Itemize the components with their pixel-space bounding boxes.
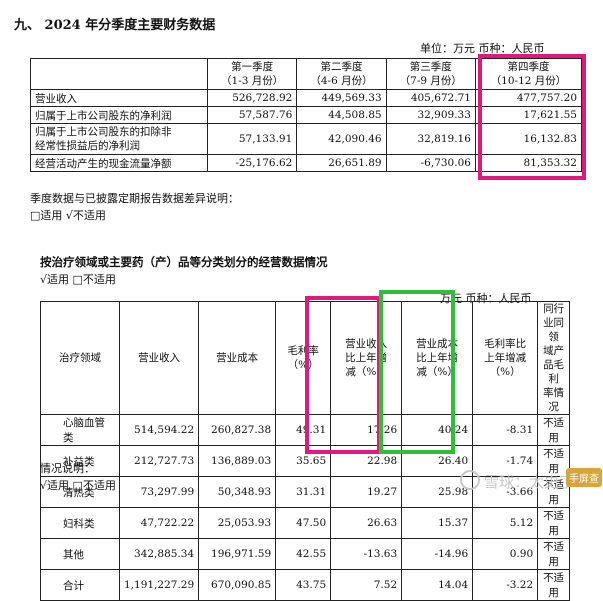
quarterly-header-q2: 第二季度 （4-6 月份） <box>296 58 387 90</box>
cell: 14.04 <box>401 569 474 601</box>
cell: 73,297.99 <box>118 476 200 508</box>
segment-header: 毛利率 （%） <box>275 301 332 415</box>
row-label: 其他 <box>40 538 120 570</box>
situation-options: √适用 □不适用 <box>40 479 116 492</box>
cell: 7.52 <box>330 569 403 601</box>
quarterly-header-q1: 第一季度 （1-3 月份） <box>206 58 298 90</box>
cell: 15.37 <box>401 507 474 539</box>
cell: 47.50 <box>275 507 332 539</box>
cell: -13.63 <box>330 538 403 570</box>
row-label: 经营活动产生的现金流量净额 <box>30 154 208 172</box>
segment-title: 按治疗领域或主要药（产）品等分类划分的经营数据情况 <box>40 255 328 269</box>
cell: -6,730.06 <box>385 154 476 172</box>
cell: 136,889.03 <box>198 445 277 477</box>
q4-highlight-box <box>478 54 586 180</box>
row-label: 营业收入 <box>30 89 208 107</box>
cell: 212,727.73 <box>118 445 200 477</box>
cell: 40.24 <box>401 414 474 446</box>
cell: 26.63 <box>330 507 403 539</box>
cell: 5.12 <box>472 507 539 539</box>
segment-header: 营业成本 <box>198 301 277 415</box>
cell: 42.55 <box>275 538 332 570</box>
cell: 16,132.83 <box>474 123 583 155</box>
cell: 81,353.32 <box>474 154 583 172</box>
quarterly-header-q3: 第三季度 （7-9 月份） <box>385 58 476 90</box>
cell: 43.75 <box>275 569 332 601</box>
row-label: 心脑血管类 <box>40 414 120 446</box>
row-label: 补益类 <box>40 445 120 477</box>
situation-note: 情况说明： <box>40 462 95 475</box>
cell: 不适用 <box>537 414 570 446</box>
cell: 42,090.46 <box>296 123 387 155</box>
cell: -3.22 <box>472 569 539 601</box>
cell: 26,651.89 <box>296 154 387 172</box>
cell: 0.90 <box>472 538 539 570</box>
diff-options: □适用 √不适用 <box>30 209 106 222</box>
cell: 19.27 <box>330 476 403 508</box>
unit-line: 单位：万元 币种：人民币 <box>420 42 545 55</box>
segment-header-row: 治疗领域 营业收入 营业成本 毛利率 （%） 营业收入 比上年增 减（%） 营业… <box>40 301 570 415</box>
cell: 57,133.91 <box>206 123 298 155</box>
segment-options: √适用 □不适用 <box>40 273 116 286</box>
table-row: 其他 342,885.34 196,971.59 42.55 -13.63 -1… <box>40 538 570 570</box>
segment-header: 同行业同领 域产品毛利 率情况 <box>537 301 570 415</box>
cell: 514,594.22 <box>118 414 200 446</box>
quarterly-header-blank <box>30 58 208 90</box>
row-label: 归属于上市公司股东的扣除非 经常性损益后的净利润 <box>30 123 208 155</box>
cell: 47,722.22 <box>118 507 200 539</box>
table-row: 营业收入 526,728.92 449,569.33 405,672.71 47… <box>30 89 583 107</box>
table-row: 妇科类 47,722.22 25,053.93 47.50 26.63 15.3… <box>40 507 570 539</box>
quarterly-table: 第一季度 （1-3 月份） 第二季度 （4-6 月份） 第三季度 （7-9 月份… <box>30 58 583 172</box>
cell: -8.31 <box>472 414 539 446</box>
row-label: 妇科类 <box>40 507 120 539</box>
watermark: 雪球：太史丁 <box>460 470 574 492</box>
stamp-badge: 手屏查 <box>566 468 602 487</box>
table-row: 归属于上市公司股东的净利润 57,587.76 44,508.85 32,909… <box>30 106 583 124</box>
quarterly-header-q4: 第四季度 （10-12 月份） <box>474 58 583 90</box>
watermark-text: 雪球：太史丁 <box>484 473 575 491</box>
cell: 196,971.59 <box>198 538 277 570</box>
cell: 不适用 <box>537 538 570 570</box>
cell: 32,909.33 <box>385 106 476 124</box>
segment-header: 营业收入 比上年增 减（%） <box>330 301 403 415</box>
cell: 50,348.93 <box>198 476 277 508</box>
cell: 449,569.33 <box>296 89 387 107</box>
revenue-change-highlight-box <box>305 296 381 454</box>
cell: 31.31 <box>275 476 332 508</box>
cell: 1,191,227.29 <box>118 569 200 601</box>
cell: 405,672.71 <box>385 89 476 107</box>
cell: -25,176.62 <box>206 154 298 172</box>
cost-change-highlight-box <box>379 290 455 454</box>
cell: 526,728.92 <box>206 89 298 107</box>
cell: 342,885.34 <box>118 538 200 570</box>
cell: 260,827.38 <box>198 414 277 446</box>
row-label: 合计 <box>40 569 120 601</box>
table-row: 经营活动产生的现金流量净额 -25,176.62 26,651.89 -6,73… <box>30 154 583 172</box>
cell: 477,757.20 <box>474 89 583 107</box>
table-row: 合计 1,191,227.29 670,090.85 43.75 7.52 14… <box>40 569 570 601</box>
cell: 32,819.16 <box>385 123 476 155</box>
segment-header: 毛利率比 上年增减 （%） <box>472 301 539 415</box>
cell: 不适用 <box>537 569 570 601</box>
segment-header: 治疗领域 <box>40 301 120 415</box>
section-title: 九、 2024 年分季度主要财务数据 <box>14 18 216 33</box>
cell: 670,090.85 <box>198 569 277 601</box>
cell: 不适用 <box>537 507 570 539</box>
row-label: 归属于上市公司股东的净利润 <box>30 106 208 124</box>
cell: 44,508.85 <box>296 106 387 124</box>
table-row: 归属于上市公司股东的扣除非 经常性损益后的净利润 57,133.91 42,09… <box>30 123 583 155</box>
cell: -14.96 <box>401 538 474 570</box>
xueqiu-logo-icon <box>460 470 480 490</box>
segment-header: 营业收入 <box>118 301 200 415</box>
cell: 49.31 <box>275 414 332 446</box>
table-row: 补益类 212,727.73 136,889.03 35.65 22.98 26… <box>40 445 570 477</box>
cell: 25,053.93 <box>198 507 277 539</box>
cell: 57,587.76 <box>206 106 298 124</box>
quarterly-header-row: 第一季度 （1-3 月份） 第二季度 （4-6 月份） 第三季度 （7-9 月份… <box>30 58 583 90</box>
diff-note: 季度数据与已披露定期报告数据差异说明： <box>30 192 239 205</box>
